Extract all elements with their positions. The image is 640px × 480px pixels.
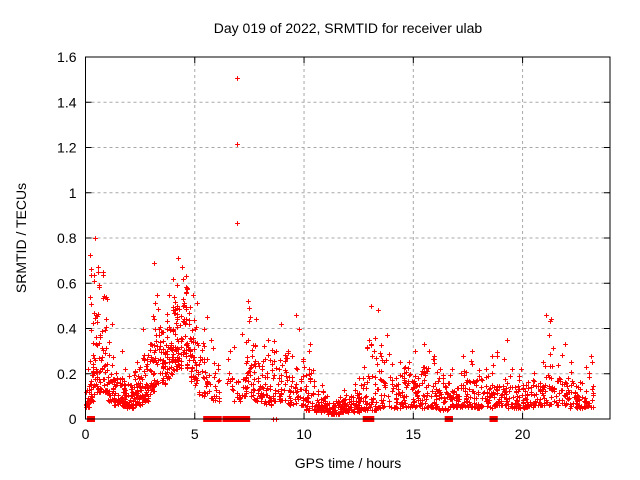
x-tick-label: 0 [82,426,90,442]
x-tick-label: 15 [406,426,422,442]
y-tick-label: 0 [69,411,77,427]
chart-title: Day 019 of 2022, SRMTID for receiver ula… [213,20,483,36]
y-axis-label: SRMTID / TECUs [13,182,29,294]
y-tick-label: 1 [69,185,77,201]
y-tick-label: 0.8 [57,230,77,246]
grid-lines [85,57,610,419]
x-tick-label: 10 [296,426,312,442]
y-tick-label: 0.4 [57,321,77,337]
data-points [84,76,596,422]
y-tick-label: 1.2 [57,140,77,156]
y-tick-label: 0.2 [57,366,77,382]
y-tick-label: 0.6 [57,275,77,291]
y-tick-label: 1.6 [57,49,77,65]
plot-frame [85,56,611,420]
x-axis-label: GPS time / hours [294,455,402,471]
x-tick-label: 5 [191,426,199,442]
x-tick-label: 20 [515,426,531,442]
y-tick-label: 1.4 [57,94,77,110]
